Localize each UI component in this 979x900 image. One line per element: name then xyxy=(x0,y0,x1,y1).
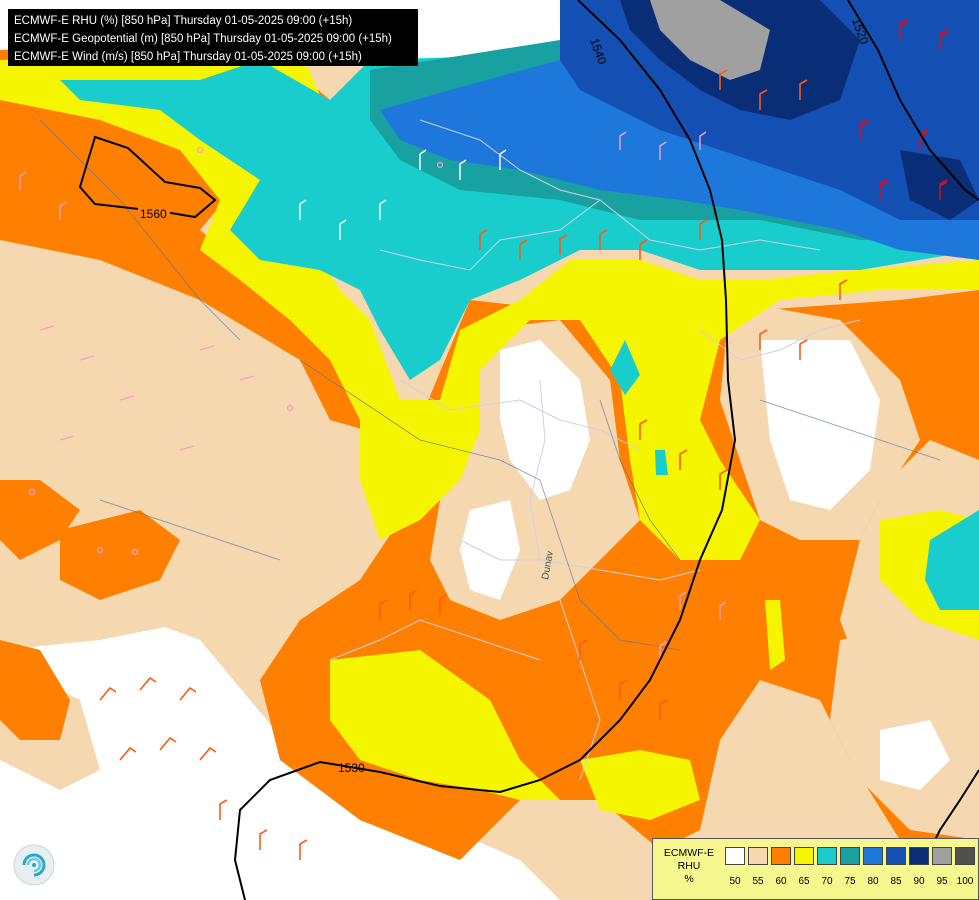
legend-tick-label: 75 xyxy=(844,876,856,887)
legend-swatch xyxy=(794,847,814,865)
legend-title-variable: RHU xyxy=(677,860,701,872)
legend-swatch xyxy=(840,847,860,865)
legend-tick-label: 60 xyxy=(775,876,787,887)
country-borders xyxy=(329,119,861,781)
rhu-band-95 xyxy=(650,0,770,80)
legend-swatch xyxy=(886,847,906,865)
rhu-band-65 xyxy=(0,50,979,560)
legend-tick-label: 95 xyxy=(936,876,948,887)
legend-tick-label: 65 xyxy=(798,876,810,887)
wind-barbs-orange xyxy=(99,69,848,860)
calm-circles xyxy=(28,146,444,556)
legend-tick-label: 50 xyxy=(729,876,741,887)
legend-tick-label: 55 xyxy=(752,876,764,887)
contour-label-1560: 1560 xyxy=(140,207,167,221)
map-header: ECMWF-E RHU (%) [850 hPa] Thursday 01-05… xyxy=(8,9,418,66)
legend-tick-label: 85 xyxy=(890,876,902,887)
rivers xyxy=(39,119,941,651)
wind-barbs-pink xyxy=(19,131,727,660)
header-line-geopotential: ECMWF-E Geopotential (m) [850 hPa] Thurs… xyxy=(14,33,392,45)
legend-swatch xyxy=(932,847,952,865)
legend-tick-label: 90 xyxy=(913,876,925,887)
legend-title-unit: % xyxy=(684,873,694,885)
color-legend: ECMWF-E RHU % 50 55 60 65 70 75 80 85 90 95 100 xyxy=(652,838,979,900)
legend-tick-label: 80 xyxy=(867,876,879,887)
header-line-wind: ECMWF-E Wind (m/s) [850 hPa] Thursday 01… xyxy=(14,51,362,63)
contour-label-1530: 1530 xyxy=(338,761,365,775)
legend-tick-label: 100 xyxy=(956,876,974,887)
legend-swatch xyxy=(909,847,929,865)
wind-barbs-light xyxy=(299,149,507,240)
legend-swatch xyxy=(771,847,791,865)
legend-swatch xyxy=(725,847,745,865)
legend-swatch xyxy=(955,847,975,865)
legend-swatch xyxy=(863,847,883,865)
legend-swatch xyxy=(748,847,768,865)
legend-title-model: ECMWF-E xyxy=(663,847,715,859)
legend-title: ECMWF-E RHU % xyxy=(657,847,721,886)
legend-tick-label: 70 xyxy=(821,876,833,887)
contour-label-bg xyxy=(138,206,170,220)
legend-swatch xyxy=(817,847,837,865)
ecmwf-logo-icon xyxy=(13,844,55,886)
river-label: Dunav xyxy=(540,550,556,580)
header-line-rhu: ECMWF-E RHU (%) [850 hPa] Thursday 01-05… xyxy=(14,15,353,27)
